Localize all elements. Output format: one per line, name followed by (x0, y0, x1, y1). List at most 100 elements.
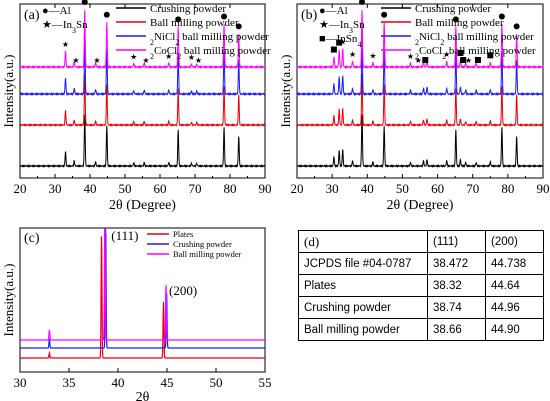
in3sn-peak-marker: ★ (93, 56, 100, 65)
in3sn-peak-marker: ★ (369, 51, 376, 60)
row-label: Plates (298, 274, 428, 297)
marker-legend-1: ★—In3Sn (319, 19, 365, 35)
series-line (296, 114, 544, 169)
series-line (296, 10, 544, 70)
legend-label: 2NiCl2 ball milling powder (150, 31, 269, 47)
insn4-peak-marker (474, 56, 481, 63)
table-header-row: (d) (111) (200) (298, 230, 544, 253)
al-peak-marker (359, 0, 366, 5)
al-peak-marker (81, 0, 88, 5)
x-tick-label: 20 (291, 181, 304, 196)
y-axis-label: Intensity(a.u.) (278, 55, 293, 128)
table-row: Ball milling powder 38.66 44.90 (298, 318, 544, 341)
x-tick-label: 40 (112, 375, 125, 390)
x-tick-label: 40 (84, 181, 97, 196)
table-cell: 38.66 (427, 318, 486, 341)
insn4-peak-marker (330, 46, 337, 53)
table-row: JCPDS file #04-0787 38.472 44.738 (298, 252, 544, 275)
x-tick-label: 50 (119, 181, 132, 196)
in3sn-peak-marker: ★ (407, 52, 414, 61)
table-row: Plates 38.32 44.64 (298, 274, 544, 297)
x-axis-label: 2θ (Degree) (387, 198, 454, 213)
series-line (19, 36, 266, 97)
panel-d-table: (d) (111) (200) JCPDS file #04-0787 38.472 44… (298, 230, 544, 341)
insn4-peak-marker (336, 39, 343, 46)
series-line (19, 73, 266, 128)
legend-label: 2NiCl2 ball milling powder (415, 31, 534, 47)
column-header: (200) (485, 230, 544, 253)
row-label: Ball milling powder (298, 318, 428, 341)
x-tick-label: 35 (63, 375, 76, 390)
x-tick-label: 90 (259, 181, 272, 196)
panel-c: 30 35 40 45 50 55 2θ Intensity(a.u.) (c) (111) (20… (1, 227, 272, 401)
in3sn-peak-marker: ★ (195, 56, 202, 65)
in3sn-peak-marker: ★ (443, 50, 450, 59)
al-peak-marker (175, 16, 182, 23)
in3sn-peak-marker: ★ (142, 56, 149, 65)
table-cell: 44.738 (485, 252, 544, 275)
legend-label: Plates (173, 229, 193, 239)
in3sn-peak-marker: ★ (349, 50, 356, 59)
x-tick-label: 30 (49, 181, 62, 196)
x-axis-label: 2θ (Degree) (109, 198, 176, 213)
insn4-peak-marker (487, 52, 494, 59)
row-label: Crushing powder (298, 296, 428, 319)
x-tick-label: 50 (210, 375, 223, 390)
al-peak-marker (221, 13, 228, 20)
x-tick-label: 70 (466, 181, 479, 196)
in3sn-peak-marker: ★ (339, 37, 346, 46)
x-tick-label: 70 (189, 181, 202, 196)
al-peak-marker (498, 13, 505, 20)
in3sn-peak-marker: ★ (130, 53, 137, 62)
table-row: Crushing powder 38.74 44.96 (298, 296, 544, 319)
panel-label: (b) (301, 8, 318, 23)
x-tick-label: 90 (537, 181, 550, 196)
marker-legend-0: ●—Al (42, 5, 71, 17)
legend-label: 2CoCl2 ball milling powder (150, 45, 271, 61)
in3sn-peak-marker: ★ (465, 56, 472, 65)
marker-legend-1: ★—In3Sn (42, 19, 88, 35)
series-line (296, 36, 544, 97)
peak-annotation: (200) (169, 283, 197, 298)
x-tick-label: 30 (326, 181, 339, 196)
x-tick-label: 60 (431, 181, 444, 196)
in3sn-peak-marker: ★ (188, 53, 195, 62)
x-tick-label: 20 (14, 181, 27, 196)
legend-label: Ball milling powder (173, 249, 242, 259)
insn4-peak-marker (422, 56, 429, 63)
x-tick-label: 80 (501, 181, 514, 196)
panel-label: (c) (24, 231, 40, 246)
legend-label: Ball milling powder (415, 17, 504, 29)
legend-label: Crushing powder (150, 3, 226, 15)
series-line (19, 10, 266, 70)
x-tick-label: 80 (224, 181, 237, 196)
insn4-peak-marker (457, 50, 464, 57)
al-peak-marker (452, 16, 459, 23)
marker-legend-2: ■—InSn4 (319, 33, 361, 49)
y-axis-label: Intensity(a.u.) (1, 264, 16, 337)
series-line (19, 114, 266, 169)
in3sn-peak-marker: ★ (72, 56, 79, 65)
al-peak-marker (235, 23, 242, 30)
legend-label: Ball milling powder (150, 17, 239, 29)
table-cell: 38.472 (427, 252, 486, 275)
series-line (20, 228, 265, 349)
al-peak-marker (513, 23, 520, 30)
panel-label: (a) (24, 8, 40, 23)
panel-a: 20 30 40 50 60 70 80 90 2θ (Degree) Intensity(a.u… (1, 0, 272, 213)
table-cell: 38.74 (427, 296, 486, 319)
al-peak-marker (381, 11, 388, 18)
peak-annotation: (111) (111, 228, 138, 243)
al-peak-marker (103, 11, 110, 18)
in3sn-peak-marker: ★ (415, 56, 422, 65)
x-axis-label: 2θ (136, 390, 150, 401)
x-tick-label: 55 (259, 375, 272, 390)
in3sn-peak-marker: ★ (165, 52, 172, 61)
plot-frame (19, 227, 266, 373)
insn4-peak-marker (460, 57, 467, 63)
y-axis-label: Intensity(a.u.) (1, 55, 16, 128)
legend-label: 2CoCl2 ball milling powder (415, 45, 536, 61)
table-cell: 44.90 (485, 318, 544, 341)
table-cell: 38.32 (427, 274, 486, 297)
